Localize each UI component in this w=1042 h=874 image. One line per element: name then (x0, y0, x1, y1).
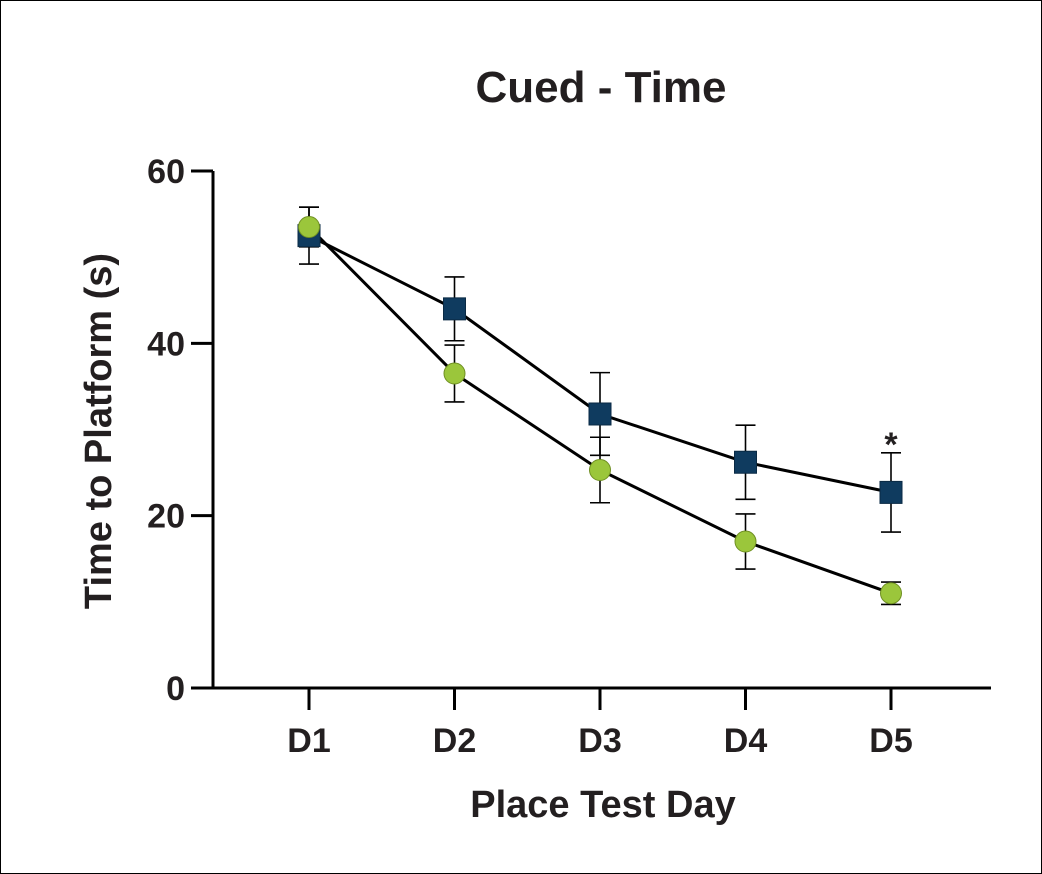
series-layer (297, 206, 903, 606)
significance-asterisk: * (884, 426, 898, 464)
x-tick-label: D3 (578, 722, 621, 760)
x-tick-label: D4 (724, 722, 768, 760)
y-tick-label: 60 (147, 153, 185, 191)
x-tick-label: D1 (287, 722, 330, 760)
data-point-square (734, 450, 757, 474)
annotation-layer: * (884, 426, 898, 464)
y-tick-label: 20 (147, 498, 185, 536)
y-axis-label: Time to Platform (s) (78, 253, 120, 609)
data-point-circle (443, 362, 466, 385)
y-tick-label: 0 (166, 670, 185, 708)
data-point-circle (589, 458, 611, 481)
x-tick-label: D5 (869, 722, 912, 760)
data-point-square (588, 402, 612, 426)
data-point-square (879, 480, 903, 504)
data-point-circle (880, 582, 902, 605)
data-point-circle (298, 216, 320, 239)
chart-title: Cued - Time (475, 63, 726, 112)
axes-group: 0 20 40 60 D1 D2 D3 D4 D5 (147, 153, 991, 760)
data-point-square (443, 297, 466, 321)
data-point-circle (734, 530, 757, 553)
x-tick-label: D2 (433, 722, 476, 760)
x-axis-label: Place Test Day (470, 784, 735, 826)
y-tick-label: 40 (147, 325, 185, 363)
